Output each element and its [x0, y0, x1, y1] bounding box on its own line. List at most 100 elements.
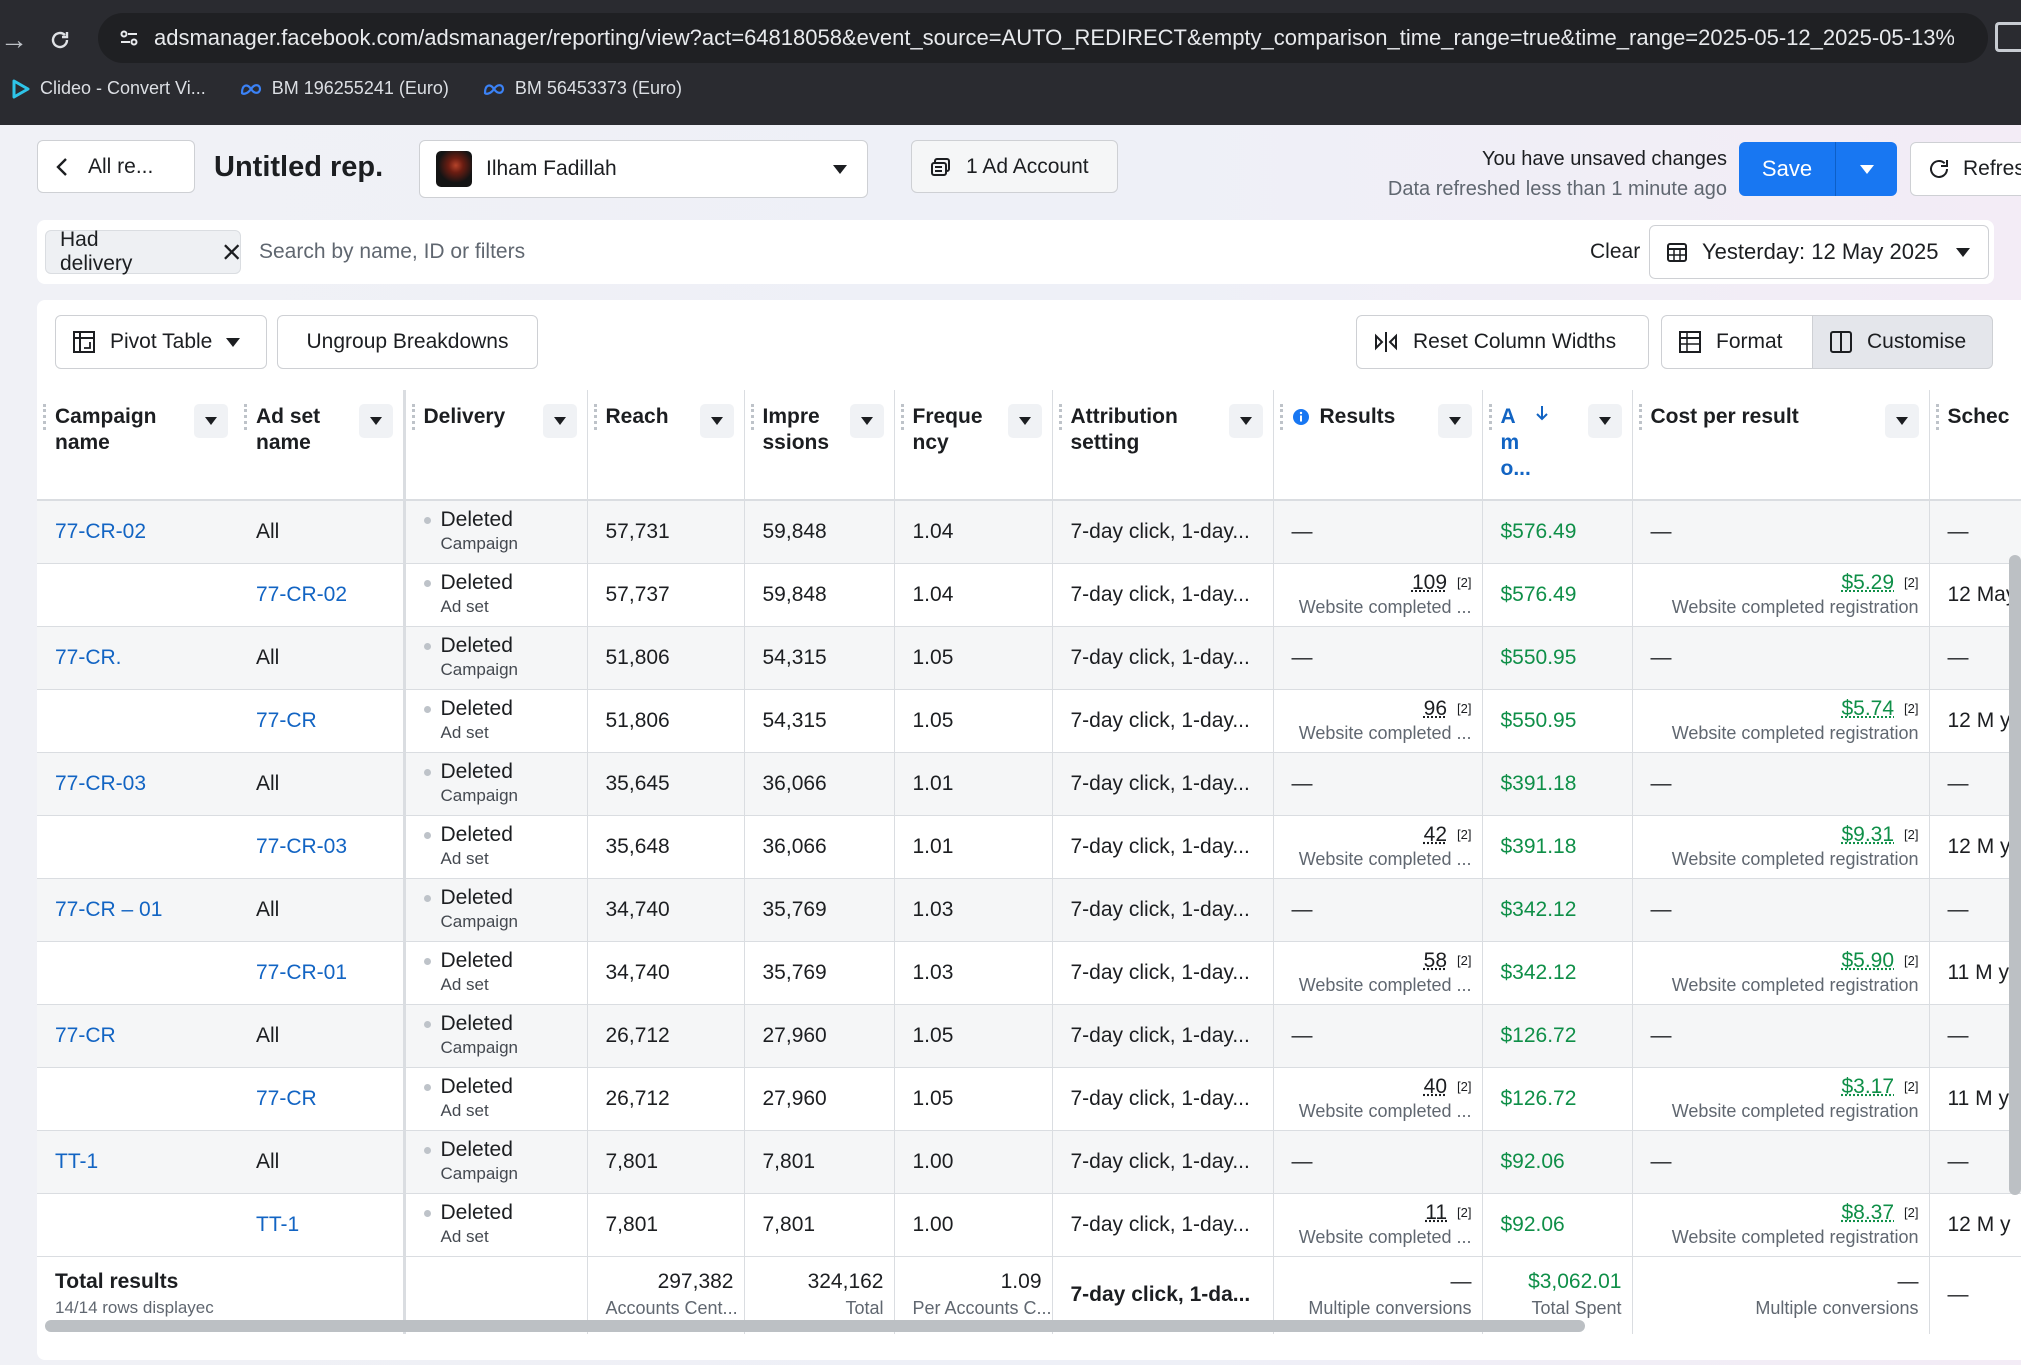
adset-name[interactable]: 77-CR-02: [256, 582, 348, 606]
results-value[interactable]: 58: [1423, 948, 1448, 972]
all-reports-back-button[interactable]: All re...: [37, 140, 195, 193]
campaign-name-cell[interactable]: TT-1: [37, 1130, 238, 1194]
table-row-adset[interactable]: 77-CR-03 Deleted Ad set 35,648 36,066 1.01 7-d…: [37, 815, 2021, 879]
results-value[interactable]: 96: [1423, 696, 1448, 720]
site-info-icon[interactable]: [112, 21, 146, 55]
drag-handle[interactable]: [411, 404, 415, 430]
format-button[interactable]: Format: [1661, 315, 1813, 369]
adset-name-cell[interactable]: All: [238, 1130, 406, 1194]
column-header-adset[interactable]: Ad set name: [238, 390, 406, 501]
column-menu-button[interactable]: [699, 404, 734, 438]
column-menu-button[interactable]: [358, 404, 393, 438]
adset-name-cell[interactable]: 77-CR-03: [238, 815, 406, 879]
pivot-table-button[interactable]: Pivot Table: [55, 315, 267, 369]
column-header-amount-spent[interactable]: A m o...: [1481, 390, 1632, 501]
campaign-name-cell[interactable]: 77-CR-03: [37, 752, 238, 816]
drag-handle[interactable]: [593, 404, 597, 430]
column-menu-button[interactable]: [1437, 404, 1472, 438]
table-row-adset[interactable]: 77-CR-02 Deleted Ad set 57,737 59,848 1.04 7-d…: [37, 563, 2021, 627]
adset-name-cell[interactable]: All: [238, 1004, 406, 1068]
campaign-name-cell[interactable]: 77-CR.: [37, 626, 238, 690]
clear-filters-link[interactable]: Clear: [1590, 240, 1641, 263]
table-row-campaign[interactable]: 77-CR-02 All Deleted Campaign 57,731 59,848 1.…: [37, 500, 2021, 564]
campaign-name-link[interactable]: 77-CR – 01: [55, 897, 163, 921]
adset-name-cell[interactable]: All: [238, 752, 406, 816]
filter-chip-had-delivery[interactable]: Had delivery: [45, 228, 241, 275]
cpr-value[interactable]: $5.74: [1841, 696, 1895, 720]
refresh-button[interactable]: Refres: [1910, 142, 2021, 196]
sort-descending-icon[interactable]: [1535, 404, 1549, 422]
adset-name[interactable]: 77-CR: [256, 708, 317, 732]
campaign-name-link[interactable]: 77-CR-03: [55, 771, 147, 795]
drag-handle[interactable]: [1488, 404, 1492, 430]
ungroup-breakdowns-button[interactable]: Ungroup Breakdowns: [277, 315, 538, 369]
drag-handle[interactable]: [750, 404, 754, 430]
campaign-name-cell[interactable]: [37, 1193, 238, 1257]
column-header-frequency[interactable]: Freque ncy: [893, 390, 1052, 501]
drag-handle[interactable]: [1279, 404, 1283, 430]
table-row-campaign[interactable]: 77-CR. All Deleted Campaign 51,806 54,315 1.05…: [37, 626, 2021, 690]
column-menu-button[interactable]: [542, 404, 577, 438]
customise-button[interactable]: Customise: [1812, 315, 1993, 369]
column-header-schedule[interactable]: Schec: [1928, 390, 2021, 501]
campaign-name-cell[interactable]: 77-CR-02: [37, 500, 238, 564]
table-row-campaign[interactable]: 77-CR-03 All Deleted Campaign 35,645 36,066 1.…: [37, 752, 2021, 816]
forward-arrow-icon[interactable]: →: [0, 24, 28, 55]
cpr-value[interactable]: $3.17: [1841, 1074, 1895, 1098]
column-header-cost-per-result[interactable]: Cost per result: [1631, 390, 1929, 501]
adset-name[interactable]: 77-CR: [256, 1086, 317, 1110]
results-value[interactable]: 40: [1423, 1074, 1448, 1098]
report-title[interactable]: Untitled rep.: [214, 151, 384, 183]
table-row-adset[interactable]: 77-CR-01 Deleted Ad set 34,740 35,769 1.03 7-d…: [37, 941, 2021, 1005]
table-row-adset[interactable]: 77-CR Deleted Ad set 26,712 27,960 1.05 7-day …: [37, 1067, 2021, 1131]
save-button[interactable]: Save: [1739, 142, 1836, 196]
account-selector[interactable]: Ilham Fadillah: [419, 140, 868, 198]
table-row-adset[interactable]: 77-CR Deleted Ad set 51,806 54,315 1.05 7-day …: [37, 689, 2021, 753]
campaign-name-cell[interactable]: [37, 815, 238, 879]
bookmark-bm-1[interactable]: BM 196255241 (Euro): [240, 78, 449, 99]
cpr-value[interactable]: $9.31: [1841, 822, 1895, 846]
adset-name-cell[interactable]: 77-CR-02: [238, 563, 406, 627]
adset-name-cell[interactable]: 77-CR: [238, 1067, 406, 1131]
info-icon[interactable]: [1292, 408, 1310, 426]
adset-name-cell[interactable]: All: [238, 878, 406, 942]
adset-name-cell[interactable]: All: [238, 626, 406, 690]
drag-handle[interactable]: [900, 404, 904, 430]
cpr-value[interactable]: $5.90: [1841, 948, 1895, 972]
campaign-name-link[interactable]: 77-CR.: [55, 645, 122, 669]
campaign-name-cell[interactable]: [37, 689, 238, 753]
cpr-value[interactable]: $8.37: [1841, 1200, 1895, 1224]
vertical-scrollbar[interactable]: [2009, 555, 2021, 1195]
drag-handle[interactable]: [1935, 404, 1939, 430]
column-menu-button[interactable]: [1007, 404, 1042, 438]
column-menu-button[interactable]: [194, 404, 228, 438]
column-menu-button[interactable]: [849, 404, 884, 438]
search-input[interactable]: [259, 230, 1159, 274]
table-row-adset[interactable]: TT-1 Deleted Ad set 7,801 7,801 1.00 7-day cli…: [37, 1193, 2021, 1257]
table-row-campaign[interactable]: 77-CR – 01 All Deleted Campaign 34,740 35,769…: [37, 878, 2021, 942]
campaign-name-cell[interactable]: [37, 1067, 238, 1131]
campaign-name-cell[interactable]: [37, 941, 238, 1005]
url-text[interactable]: adsmanager.facebook.com/adsmanager/repor…: [154, 25, 1954, 50]
campaign-name-link[interactable]: TT-1: [55, 1149, 99, 1173]
adset-name[interactable]: 77-CR-03: [256, 834, 348, 858]
column-menu-button[interactable]: [1228, 404, 1263, 438]
campaign-name-cell[interactable]: 77-CR: [37, 1004, 238, 1068]
column-header-reach[interactable]: Reach: [586, 390, 744, 501]
column-menu-button[interactable]: [1587, 404, 1622, 438]
results-value[interactable]: 42: [1423, 822, 1448, 846]
bookmark-clideo[interactable]: Clideo - Convert Vi...: [12, 78, 206, 99]
address-bar[interactable]: adsmanager.facebook.com/adsmanager/repor…: [98, 13, 1988, 63]
campaign-name-link[interactable]: 77-CR: [55, 1023, 116, 1047]
drag-handle[interactable]: [1638, 404, 1642, 430]
drag-handle[interactable]: [1058, 404, 1062, 430]
column-header-results[interactable]: Results: [1272, 390, 1482, 501]
column-header-campaign[interactable]: Campaign name: [37, 390, 238, 501]
drag-handle[interactable]: [43, 404, 46, 430]
table-row-campaign[interactable]: 77-CR All Deleted Campaign 26,712 27,960 1.05 7…: [37, 1004, 2021, 1068]
save-options-button[interactable]: [1836, 142, 1897, 196]
drag-handle[interactable]: [244, 404, 247, 430]
ad-account-button[interactable]: 1 Ad Account: [911, 140, 1118, 193]
campaign-name-cell[interactable]: [37, 563, 238, 627]
column-header-delivery[interactable]: Delivery: [404, 390, 587, 501]
